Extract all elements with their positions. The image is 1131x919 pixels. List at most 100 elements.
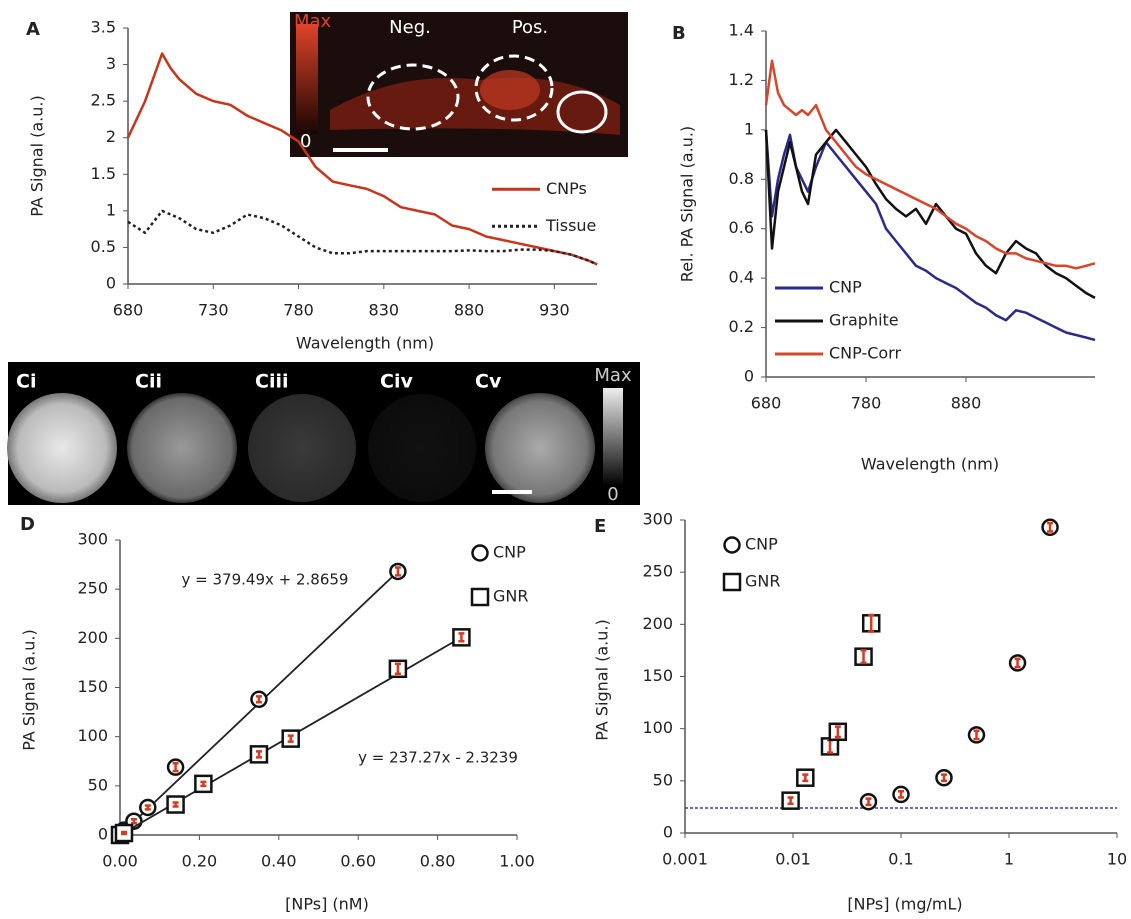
colorbar-min: 0 [607, 484, 618, 505]
equation: y = 379.49x + 2.8659 [182, 571, 349, 589]
y-tick-label: 3 [106, 54, 116, 73]
inset-label: Pos. [512, 17, 548, 38]
error-bar [200, 780, 207, 788]
colorbar-max: Max [594, 365, 632, 386]
y-tick-label: 100 [642, 718, 673, 737]
image-label: Cv [475, 371, 502, 393]
inset-label: Neg. [389, 17, 431, 38]
error-bar [865, 797, 872, 807]
x-tick-label: 0.60 [340, 852, 376, 871]
legend-label: Graphite [829, 311, 899, 330]
y-tick-label: 150 [77, 677, 108, 696]
colorbar-max: Max [294, 11, 332, 32]
image-label: Ciii [255, 371, 288, 393]
y-tick-label: 0.5 [91, 237, 116, 256]
error-bar [868, 613, 875, 633]
error-bar [787, 796, 794, 806]
panel-label: E [594, 516, 606, 537]
y-tick-label: 0.8 [729, 169, 754, 188]
x-tick-label: 1 [1004, 850, 1014, 869]
y-tick-label: 300 [77, 530, 108, 549]
y-tick-label: 1 [744, 119, 754, 138]
y-axis-label: Rel. PA Signal (a.u.) [678, 126, 697, 282]
x-tick-label: 880 [454, 301, 485, 320]
y-tick-label: 1.2 [729, 70, 754, 89]
legend-swatch [722, 572, 742, 592]
legend-label: CNP [493, 543, 526, 562]
error-bar [834, 725, 841, 739]
panel-label: B [672, 23, 686, 44]
legend-label: CNP [745, 535, 778, 554]
panel-label: A [26, 19, 40, 40]
y-tick-label: 0 [98, 825, 108, 844]
colorbar-min: 0 [300, 131, 311, 152]
y-tick-label: 3.5 [91, 18, 116, 37]
x-tick-label: 0.40 [261, 852, 297, 871]
y-tick-label: 200 [77, 628, 108, 647]
legend-label: CNPs [546, 179, 587, 198]
y-tick-label: 150 [642, 666, 673, 685]
series-line [764, 128, 1096, 299]
legend-label: GNR [745, 572, 780, 591]
error-bar [940, 773, 947, 783]
y-tick-label: 1.4 [729, 21, 754, 40]
x-tick-label: 880 [951, 394, 982, 413]
image-strip: Ci Cii Ciii Civ Cv Max 0 [7, 362, 640, 505]
error-bar [1047, 521, 1054, 533]
y-axis-label: PA Signal (a.u.) [20, 629, 39, 751]
y-tick-label: 200 [642, 614, 673, 633]
error-bar [172, 801, 179, 808]
error-bar [287, 734, 294, 743]
x-axis-label: Wavelength (nm) [861, 455, 999, 474]
x-tick-label: 780 [851, 394, 882, 413]
legend-label: Tissue [545, 216, 596, 235]
error-bar [802, 773, 809, 783]
error-bar [458, 632, 465, 643]
y-tick-label: 250 [77, 579, 108, 598]
y-tick-label: 0.2 [729, 317, 754, 336]
x-tick-label: 0.20 [182, 852, 218, 871]
series-line [764, 59, 1096, 270]
panel-label: D [20, 514, 35, 535]
legend-label: GNR [493, 587, 528, 606]
y-axis-label: PA Signal (a.u.) [593, 619, 612, 741]
legend-swatch [471, 544, 489, 562]
legend-swatch [470, 587, 490, 607]
legend-label: CNP-Corr [829, 344, 901, 363]
y-tick-label: 0.4 [729, 268, 754, 287]
x-tick-label: 0.00 [102, 852, 138, 871]
x-axis-label: [NPs] (nM) [285, 895, 369, 914]
error-bar [255, 750, 262, 759]
equation: y = 237.27x - 2.3239 [358, 749, 518, 767]
y-tick-label: 0.6 [729, 218, 754, 237]
error-bar [120, 830, 127, 836]
x-tick-label: 730 [198, 301, 229, 320]
x-axis-label: Wavelength (nm) [296, 334, 434, 353]
error-bar [1014, 657, 1021, 669]
error-bar [973, 729, 980, 741]
y-tick-label: 300 [642, 510, 673, 529]
y-tick-label: 50 [88, 775, 108, 794]
inset-image: Max 0 Neg. Pos. [290, 11, 628, 157]
image-label: Civ [380, 371, 413, 393]
error-bar [394, 662, 401, 675]
series-line [127, 209, 598, 266]
error-bar [144, 804, 151, 811]
y-tick-label: 1 [106, 200, 116, 219]
y-tick-label: 0 [744, 367, 754, 386]
y-tick-label: 0 [663, 823, 673, 842]
x-tick-label: 930 [539, 301, 570, 320]
y-tick-label: 100 [77, 726, 108, 745]
error-bar [394, 566, 401, 577]
x-tick-label: 0.01 [775, 850, 811, 869]
x-tick-label: 680 [113, 301, 144, 320]
error-bar [130, 818, 137, 825]
x-tick-label: 0.80 [420, 852, 456, 871]
y-tick-label: 2.5 [91, 91, 116, 110]
y-axis-label: PA Signal (a.u.) [28, 95, 47, 217]
x-tick-label: 680 [751, 394, 782, 413]
legend-swatch [723, 536, 741, 554]
x-tick-label: 0.001 [662, 850, 708, 869]
error-bar [172, 761, 179, 773]
